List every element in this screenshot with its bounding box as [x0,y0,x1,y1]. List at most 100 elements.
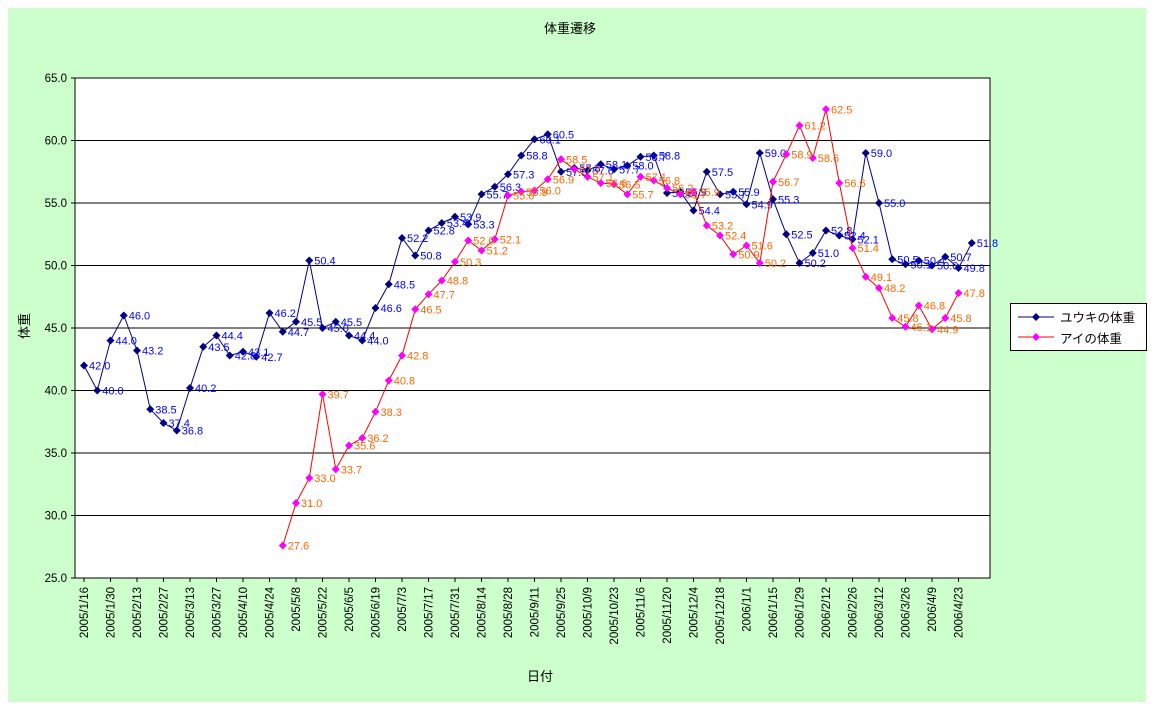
data-point-marker[interactable] [888,255,897,264]
data-point-marker[interactable] [93,386,102,395]
data-point-marker[interactable] [384,280,393,289]
data-point-marker[interactable] [702,167,711,176]
data-point-marker[interactable] [596,160,605,169]
data-point-marker[interactable] [702,221,711,230]
data-point-marker[interactable] [212,331,221,340]
data-point-marker[interactable] [782,150,791,159]
data-point-marker[interactable] [186,384,194,392]
data-point-marker[interactable] [384,376,393,385]
data-point-marker[interactable] [636,152,645,161]
data-point-marker[interactable] [689,187,698,196]
data-point-marker[interactable] [583,166,592,175]
data-point-marker[interactable] [318,390,327,399]
data-point-marker[interactable] [225,351,234,360]
data-point-marker[interactable] [755,149,764,157]
data-point-marker[interactable] [901,322,910,331]
data-point-marker[interactable] [477,246,486,255]
data-point-marker[interactable] [888,314,897,322]
data-point-marker[interactable] [557,167,565,176]
data-point-marker[interactable] [649,151,658,160]
data-point-marker[interactable] [292,499,300,507]
data-point-marker[interactable] [967,239,976,247]
data-point-marker[interactable] [424,290,433,299]
data-point-marker[interactable] [583,172,592,181]
data-point-marker[interactable] [398,351,406,360]
series-ai[interactable] [278,105,963,550]
data-point-marker[interactable] [424,226,433,235]
data-point-marker[interactable] [119,311,128,320]
data-point-marker[interactable] [822,105,830,114]
data-point-marker[interactable] [596,179,605,187]
data-point-marker[interactable] [610,180,618,189]
data-point-marker[interactable] [345,331,353,340]
series-yuuki[interactable] [80,130,976,435]
data-point-marker[interactable] [649,176,658,185]
data-point-marker[interactable] [451,212,459,221]
data-point-marker[interactable] [490,235,499,244]
data-point-marker[interactable] [663,184,671,192]
data-point-marker[interactable] [729,187,738,196]
data-point-marker[interactable] [398,234,406,242]
data-point-marker[interactable] [318,324,327,332]
data-point-marker[interactable] [517,187,526,196]
data-point-marker[interactable] [411,305,420,314]
data-point-marker[interactable] [278,541,287,550]
data-point-marker[interactable] [504,191,512,200]
data-point-marker[interactable] [861,149,870,157]
data-point-marker[interactable] [265,309,274,317]
data-point-marker[interactable] [716,190,724,199]
data-point-marker[interactable] [411,251,420,260]
data-point-marker[interactable] [795,259,804,267]
data-point-marker[interactable] [464,220,473,229]
data-point-marker[interactable] [795,121,804,130]
data-point-marker[interactable] [875,199,883,207]
data-point-marker[interactable] [305,474,314,482]
data-point-marker[interactable] [106,336,115,345]
data-point-marker[interactable] [729,250,738,259]
legend-item-ai[interactable]: アイの体重 [1018,328,1142,347]
data-point-marker[interactable] [822,226,830,235]
data-point-marker[interactable] [636,172,645,181]
data-point-marker[interactable] [689,206,698,215]
data-point-marker[interactable] [437,276,446,285]
data-point-marker[interactable] [451,257,459,266]
data-point-marker[interactable] [437,219,446,227]
data-point-marker[interactable] [848,244,857,252]
data-point-marker[interactable] [133,346,141,355]
data-point-marker[interactable] [530,135,539,144]
data-point-marker[interactable] [742,200,751,209]
data-point-marker[interactable] [755,259,764,267]
data-point-marker[interactable] [769,195,777,204]
data-point-marker[interactable] [782,230,791,239]
data-point-marker[interactable] [914,256,923,265]
data-point-marker[interactable] [146,405,155,414]
data-point-marker[interactable] [278,327,287,336]
data-point-marker[interactable] [252,352,261,361]
data-point-marker[interactable] [676,190,685,199]
data-point-marker[interactable] [530,186,539,195]
data-point-marker[interactable] [557,155,565,164]
data-point-marker[interactable] [358,336,367,345]
data-point-marker[interactable] [80,361,88,370]
data-point-marker[interactable] [928,261,936,270]
data-point-marker[interactable] [835,179,844,187]
data-point-marker[interactable] [941,314,950,322]
data-point-marker[interactable] [305,256,314,265]
data-point-marker[interactable] [835,231,844,240]
data-point-marker[interactable] [769,177,777,186]
data-point-marker[interactable] [663,189,671,197]
data-point-marker[interactable] [875,284,883,292]
data-point-marker[interactable] [808,249,817,257]
data-point-marker[interactable] [371,304,380,312]
legend[interactable]: ユウキの体重 アイの体重 [1010,303,1147,351]
data-point-marker[interactable] [292,317,300,326]
data-point-marker[interactable] [742,241,751,250]
data-point-marker[interactable] [914,301,923,310]
legend-item-yuuki[interactable]: ユウキの体重 [1018,307,1142,326]
data-point-marker[interactable] [239,347,247,356]
data-point-marker[interactable] [517,151,526,160]
data-point-marker[interactable] [159,419,168,427]
data-point-marker[interactable] [901,260,910,269]
data-point-marker[interactable] [954,264,963,272]
